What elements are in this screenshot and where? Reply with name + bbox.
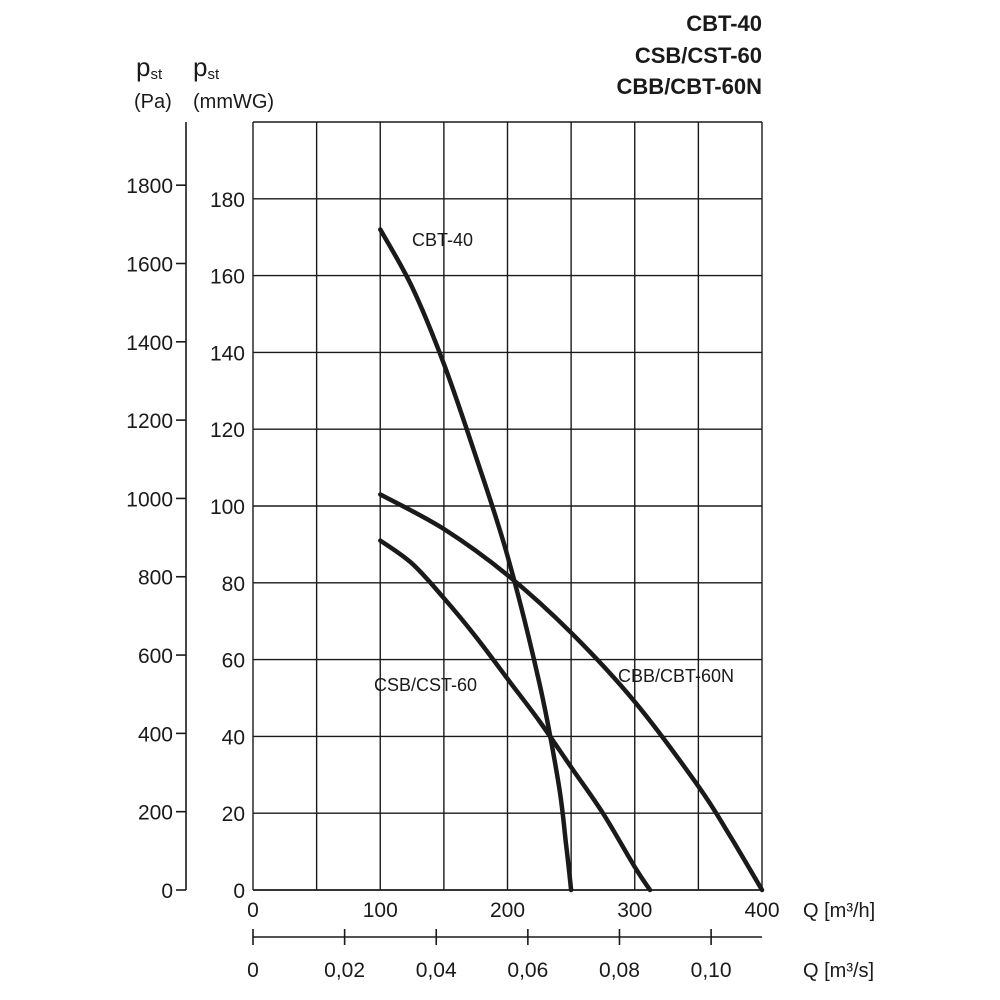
y-axis-pa: 0 200 400 600 800 1000 1200 1400 1600 1800 [126,122,187,903]
curve-cbb-cbt-60n [378,492,765,893]
y-axis-pa-unit: (Pa) [134,91,172,113]
curve-label-cbt-40: CBT-40 [412,230,473,250]
curve-labels: CBT-40 CSB/CST-60 CBB/CBT-60N [374,230,734,695]
y-tick-label-mmwg: 100 [210,496,245,519]
y-tick-label-pa: 1000 [126,488,173,511]
y-tick-label-mmwg: 120 [210,419,245,442]
x-tick-label-m3s: 0,08 [599,959,640,982]
x-tick-label-m3s: 0 [247,959,259,982]
y-axis-mmwg-unit: (mmWG) [193,91,274,113]
chart-title-line-2: CSB/CST-60 [635,43,762,68]
curve-csb-cst-60 [378,538,653,893]
curve-label-csb-cst-60: CSB/CST-60 [374,675,477,695]
chart-title-line-1: CBT-40 [686,11,762,36]
y-tick-label-mmwg: 0 [233,880,245,903]
x-axis-m3h-label: Q [m³/h] [803,900,875,922]
y-tick-label-mmwg: 160 [210,266,245,289]
chart-title-block: CBT-40 CSB/CST-60 CBB/CBT-60N [617,11,762,99]
x-tick-label-m3h: 300 [617,899,652,922]
y-axis-mmwg-ticks: 0 20 40 60 80 100 120 140 160 180 [210,189,245,903]
x-axis-m3s: 0 0,02 0,04 0,06 0,08 0,10 [247,929,762,982]
x-axis-m3h-ticks: 0 100 200 300 400 [247,899,779,922]
x-axis-m3s-label: Q [m³/s] [803,960,874,982]
y-tick-label-pa: 800 [138,567,173,590]
y-tick-label-mmwg: 20 [222,803,245,826]
y-tick-label-mmwg: 180 [210,189,245,212]
y-tick-label-mmwg: 80 [222,573,245,596]
curve-cbt-40 [378,227,574,893]
y-tick-label-pa: 400 [138,723,173,746]
y-axis-pa-symbol: pst [136,52,163,83]
y-tick-label-pa: 1600 [126,253,173,276]
y-tick-label-mmwg: 140 [210,342,245,365]
x-tick-label-m3h: 100 [363,899,398,922]
y-tick-label-mmwg: 60 [222,650,245,673]
y-tick-label-pa: 1400 [126,332,173,355]
y-tick-label-pa: 1200 [126,410,173,433]
y-tick-label-pa: 600 [138,645,173,668]
y-tick-label-pa: 200 [138,802,173,825]
chart-title-line-3: CBB/CBT-60N [617,74,762,99]
y-tick-label-mmwg: 40 [222,726,245,749]
x-tick-label-m3h: 200 [490,899,525,922]
x-tick-label-m3s: 0,06 [507,959,548,982]
x-tick-label-m3h: 400 [744,899,779,922]
y-tick-label-pa: 1800 [126,175,173,198]
x-tick-label-m3s: 0,04 [416,959,457,982]
y-tick-label-pa: 0 [161,880,173,903]
y-axis-mmwg-symbol: pst [193,52,220,83]
x-tick-label-m3s: 0,02 [324,959,365,982]
plot-grid [252,121,763,891]
curve-label-cbb-cbt-60n: CBB/CBT-60N [618,666,734,686]
curves [378,227,765,893]
x-tick-label-m3s: 0,10 [691,959,732,982]
x-tick-label-m3h: 0 [247,899,259,922]
